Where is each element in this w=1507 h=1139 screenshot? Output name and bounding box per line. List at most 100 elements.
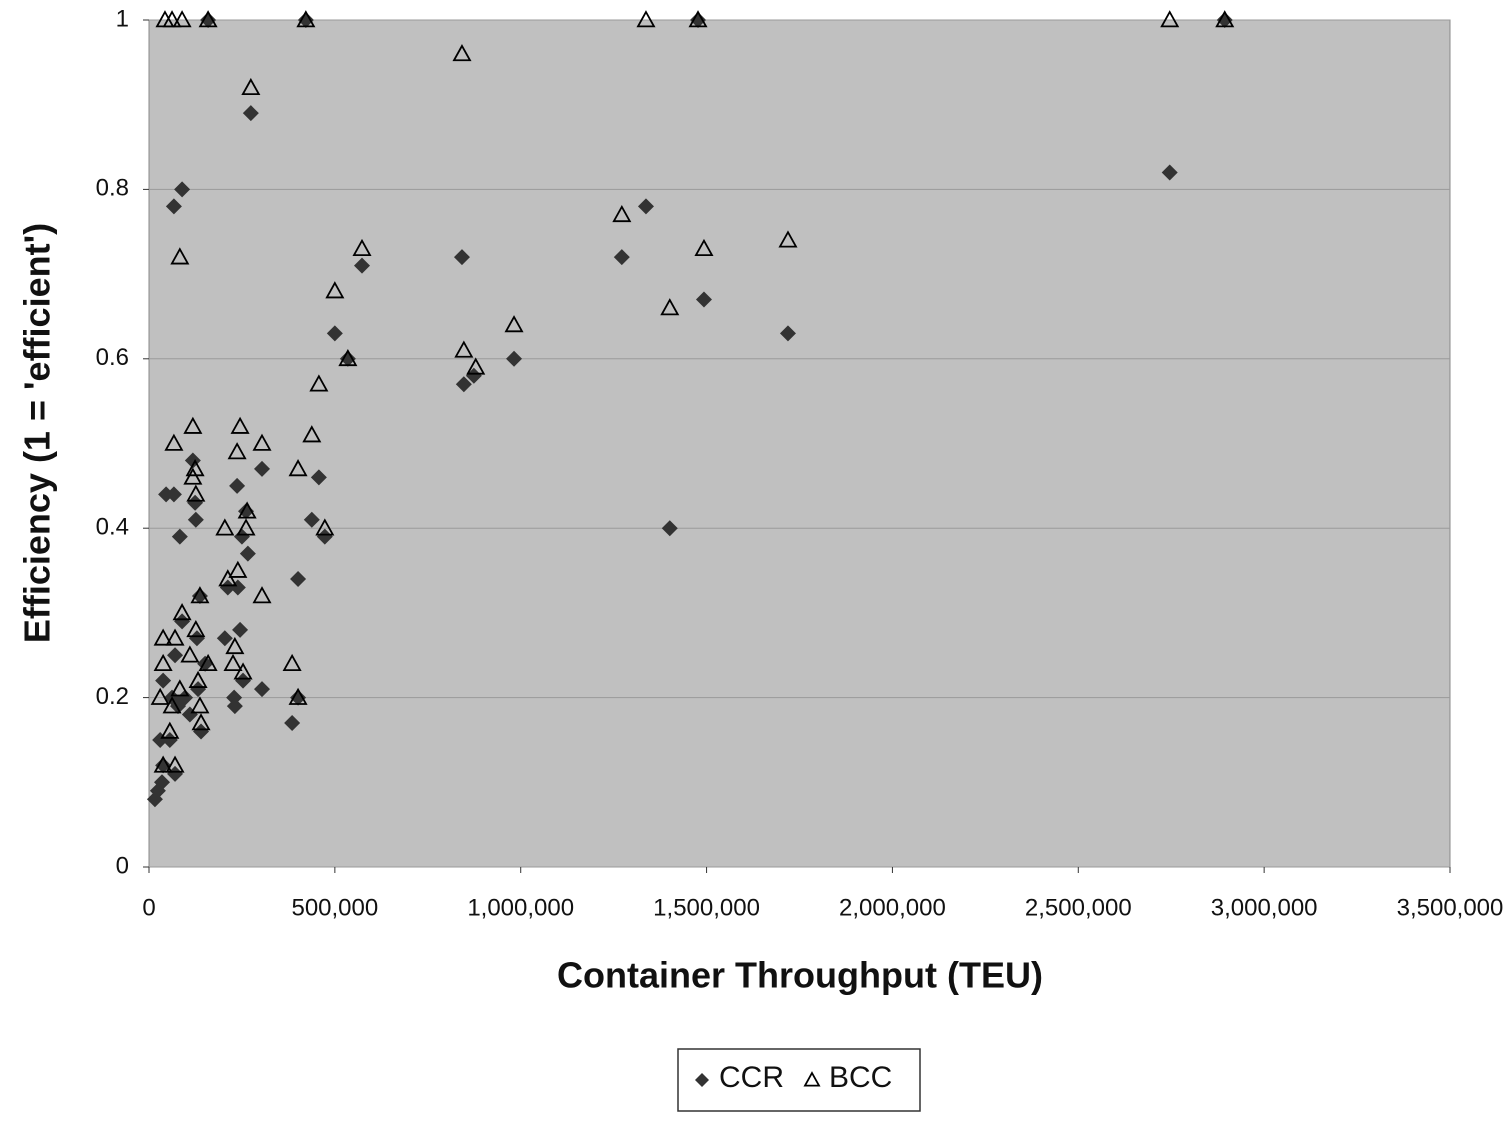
point <box>612 204 632 223</box>
point <box>694 238 714 256</box>
point <box>779 325 796 342</box>
point <box>1215 10 1235 28</box>
point <box>174 613 191 630</box>
point <box>1160 10 1180 28</box>
y-axis-title: Efficiency (1 = 'efficient') <box>17 223 58 643</box>
point <box>690 12 707 28</box>
point <box>455 376 472 393</box>
point <box>187 511 204 528</box>
x-tick-label: 3,500,000 <box>1397 894 1504 921</box>
point <box>190 696 210 714</box>
point <box>152 731 169 748</box>
point <box>466 357 486 375</box>
point <box>339 350 356 367</box>
point <box>297 12 314 28</box>
point <box>162 696 182 714</box>
y-tick-label: 0.8 <box>96 175 129 202</box>
point <box>191 713 211 731</box>
point <box>353 257 370 274</box>
point <box>228 560 248 578</box>
point <box>165 198 182 215</box>
point <box>315 518 335 536</box>
point <box>190 586 210 604</box>
point <box>191 587 208 604</box>
point <box>1216 12 1233 28</box>
point <box>187 494 204 511</box>
point <box>284 715 301 732</box>
point <box>183 416 203 434</box>
x-tick-label: 500,000 <box>291 894 378 921</box>
point <box>190 681 207 698</box>
point <box>504 315 524 333</box>
point <box>200 12 217 28</box>
point <box>695 291 712 308</box>
legend-label: BCC <box>829 1061 892 1094</box>
point <box>218 569 238 587</box>
point <box>233 528 250 545</box>
point <box>233 662 253 680</box>
x-axis-title: Container Throughput (TEU) <box>557 955 1043 996</box>
x-tick-label: 2,500,000 <box>1025 894 1132 921</box>
point <box>225 636 245 655</box>
legend-marker <box>695 1073 709 1087</box>
point <box>154 774 171 791</box>
point <box>172 603 192 621</box>
point <box>453 249 470 266</box>
point <box>1161 164 1178 181</box>
point <box>219 579 236 596</box>
y-tick-label: 1 <box>116 5 129 32</box>
point <box>637 198 654 215</box>
legend-box <box>677 1048 921 1112</box>
y-tick-label: 0.6 <box>96 344 129 371</box>
point <box>183 467 203 485</box>
point <box>338 348 358 367</box>
x-tick-label: 1,500,000 <box>653 894 760 921</box>
plot-area <box>148 19 1451 868</box>
point <box>164 433 184 451</box>
point <box>188 630 205 647</box>
y-tick-label: 0.2 <box>96 683 129 710</box>
x-tick-label: 0 <box>142 894 155 921</box>
point <box>290 689 307 706</box>
point <box>236 518 256 536</box>
point <box>326 325 343 342</box>
legend-label: CCR <box>719 1061 784 1094</box>
point <box>215 518 235 536</box>
point <box>153 755 173 773</box>
point <box>296 10 316 28</box>
point <box>162 10 182 28</box>
point <box>153 628 173 646</box>
point <box>288 459 308 477</box>
point <box>177 689 194 706</box>
point <box>165 628 185 646</box>
point <box>241 77 261 96</box>
point <box>506 350 523 367</box>
point <box>303 511 320 528</box>
point <box>186 484 206 502</box>
point <box>226 698 243 715</box>
point <box>161 731 178 748</box>
point <box>254 681 271 698</box>
point <box>229 477 246 494</box>
point <box>150 687 170 705</box>
point <box>778 230 798 248</box>
legend-marker <box>803 1071 821 1087</box>
point <box>660 298 680 316</box>
point <box>309 374 329 392</box>
point <box>237 501 257 519</box>
point <box>352 238 372 256</box>
point <box>174 181 191 198</box>
point <box>160 721 180 739</box>
point <box>661 520 678 537</box>
point <box>155 757 172 774</box>
point <box>165 755 185 773</box>
point <box>242 105 259 122</box>
point <box>465 367 482 384</box>
point <box>252 433 272 451</box>
x-tick-label: 2,000,000 <box>839 894 946 921</box>
point <box>155 672 172 689</box>
point <box>636 10 656 28</box>
point <box>227 442 247 460</box>
point <box>613 249 630 266</box>
